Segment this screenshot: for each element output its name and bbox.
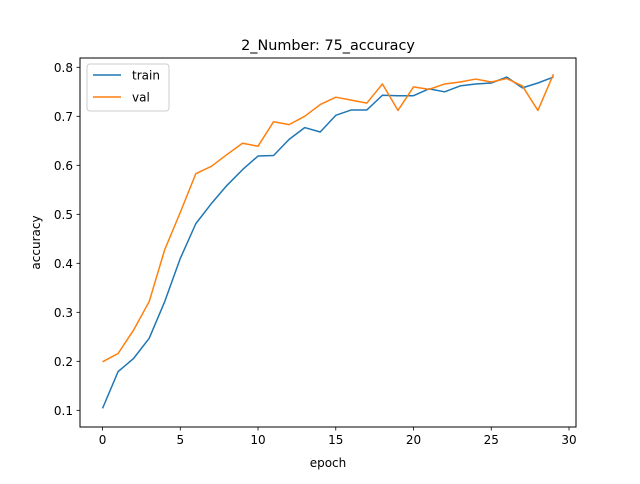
y-tick-label: 0.1 xyxy=(54,404,73,418)
legend-label-train: train xyxy=(132,69,160,83)
x-tick-label: 20 xyxy=(406,433,421,447)
y-axis-ticks: 0.1 0.2 0.3 0.4 0.5 0.6 0.7 0.8 xyxy=(54,61,80,418)
x-tick-label: 15 xyxy=(328,433,343,447)
series-line-val xyxy=(102,73,555,363)
y-tick-label: 0.5 xyxy=(54,208,73,222)
y-tick-label: 0.8 xyxy=(54,61,73,75)
plot-lines xyxy=(101,73,555,409)
axes-frame xyxy=(79,57,577,428)
y-tick-label: 0.3 xyxy=(54,306,73,320)
x-tick-label: 25 xyxy=(484,433,499,447)
legend-label-val: val xyxy=(132,91,150,105)
y-axis-label: accuracy xyxy=(29,215,43,269)
y-tick-label: 0.6 xyxy=(54,159,73,173)
y-tick-label: 0.4 xyxy=(54,257,73,271)
x-axis-label: epoch xyxy=(310,456,347,470)
x-tick-label: 30 xyxy=(561,433,576,447)
x-tick-label: 5 xyxy=(176,433,184,447)
y-tick-label: 0.7 xyxy=(54,110,73,124)
x-axis-ticks: 0 5 10 15 20 25 30 xyxy=(99,427,577,447)
chart-title: 2_Number: 75_accuracy xyxy=(241,38,415,54)
series-line-train xyxy=(101,76,554,409)
x-tick-label: 10 xyxy=(250,433,265,447)
y-tick-label: 0.2 xyxy=(54,355,73,369)
x-tick-label: 0 xyxy=(99,433,107,447)
legend: train val xyxy=(86,63,170,112)
